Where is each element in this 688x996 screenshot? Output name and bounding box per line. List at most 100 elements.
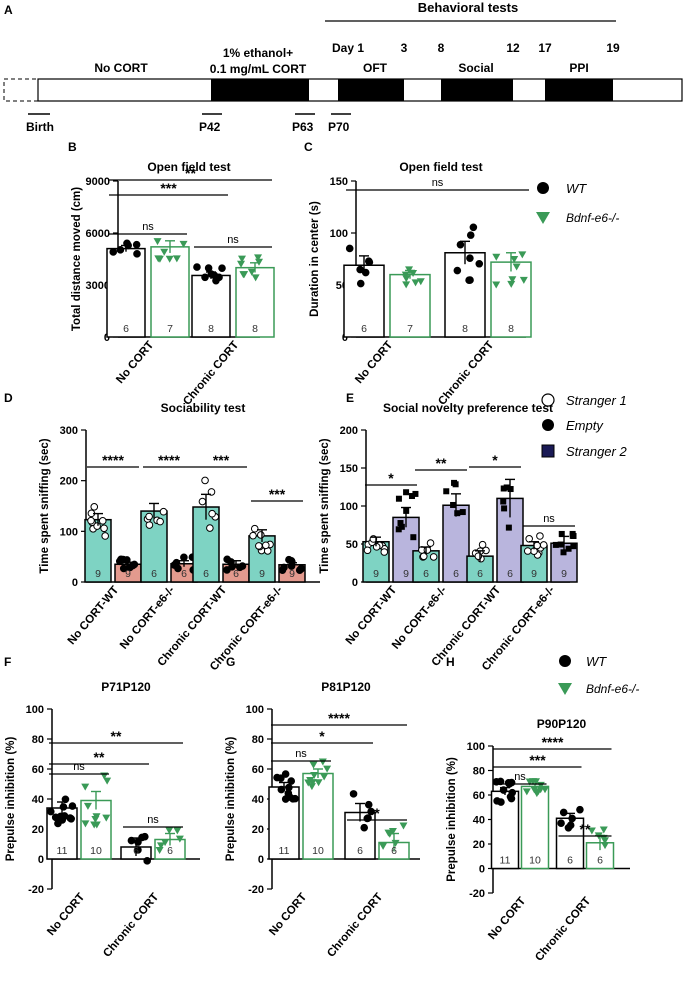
chart-e-point-2-1-2 [500,498,507,505]
chart-f-point-1-0-3 [143,857,151,865]
chart-b-n-label-1-1: 8 [252,323,258,335]
chart-b-point-0-0-3 [109,248,118,256]
chart-h-annotation-0: ns [514,771,526,783]
chart-h-annotation-3: **** [542,734,564,750]
chart-d-point-3-0-8 [262,541,270,550]
chart-f-point-1-1-5 [161,839,170,847]
chart-h-point-1-0-1 [559,808,568,817]
panel-a-timeline: A Behavioral tests Day 1 3 8 12 17 19 No… [3,0,683,134]
chart-d-y-label: Time spent sniffing (sec) [39,438,51,573]
chart-e-point-1-1-5 [454,510,461,517]
chart-f-y-tick-label-2: 20 [32,824,44,836]
chart-g-y-tick-label-0: -20 [248,884,264,896]
chart-g-point-1-0-3 [367,807,375,816]
chart-d-point-1-1-3 [180,553,188,562]
chart-g-bar-0-1 [302,772,334,860]
chart-d-point-1-0-4 [159,507,168,516]
timeline-ppi-block [545,79,613,101]
chart-f-point-0-0-10 [46,807,55,816]
legend-stranger1-marker [541,393,555,407]
chart-d-n-label-3-0: 9 [259,568,265,580]
chart-f-point-0-0-3 [59,803,68,811]
chart-e-annotation-2: * [492,452,498,468]
chart-h-annotation-1: ** [580,821,591,837]
chart-c-point-1-0-6 [453,266,462,275]
chart-g-x-tick-label-1: Chronic CORT [325,891,385,959]
day-label-17: 17 [538,41,552,55]
chart-e-point-3-1-8 [570,543,577,550]
chart-d-n-label-0-1: 9 [125,568,131,580]
chart-b-bar-0-1 [150,246,190,338]
chart-e-point-3-0-6 [536,532,544,540]
chart-f-y-tick-label-0: -20 [28,884,44,896]
chart-d-n-label-3-1: 9 [289,568,295,580]
chart-e-point-1-1-4 [451,479,458,486]
chart-f-y-tick-label-4: 60 [32,764,44,776]
chart-e-point-3-0-5 [533,541,541,550]
chart-c-point-1-0-7 [465,276,473,285]
legend-wt-marker [537,182,549,194]
chart-b-title: Open field test [147,160,230,174]
chart-b-point-0-1-1 [153,238,162,246]
chart-h-point-1-1-2 [599,826,608,834]
chart-b-n-label-0-1: 7 [167,323,173,335]
chart-e-n-label-2-0: 6 [477,568,483,580]
chart-c-point-1-0-0 [466,254,474,262]
chart-g-y-label: Prepulse inhibition (%) [225,737,237,862]
chart-e-y-tick-label-3: 150 [340,463,358,475]
chart-c-y-label: Duration in center (s) [309,201,321,317]
chart-f-n-label-1-1: 6 [167,845,173,857]
chart-e-point-0-1-6 [403,489,410,496]
chart-h-y-tick-label-0: -20 [469,888,485,900]
chart-g-point-0-1-7 [318,758,327,766]
chart-h-point-0-0-8 [506,792,515,801]
chart-b-annotation-0: ns [142,221,154,233]
chart-h-n-label-1-0: 6 [567,855,573,867]
chart-g-point-1-0-4 [360,823,369,832]
chart-e-point-0-1-3 [410,534,417,541]
chart-f-point-0-1-2 [103,777,112,785]
chart-f-point-1-1-0 [165,827,174,835]
chart-b-y-tick-label-0: 0 [104,332,110,344]
chart-c-point-1-1-3 [492,281,501,289]
chart-h-y-tick-label-6: 100 [467,741,485,753]
chart-h-y-tick-label-4: 60 [473,790,485,802]
chart-e-annotation-1: ** [436,455,447,471]
legend-ppi-ko-marker [558,683,572,695]
chart-c-title: Open field test [399,160,482,174]
chart-e-point-0-1-8 [412,490,419,497]
chart-g-point-0-0-1 [287,777,296,785]
chart-c-point-0-0-5 [356,265,364,274]
chart-e-y-label: Time spent sniffing (sec) [319,438,331,573]
chart-d-x-tick-label-1: No CORT-e6-/- [118,584,177,652]
chart-f-y-label: Prepulse inhibition (%) [5,737,17,862]
legend-ppi-wt-marker [559,655,571,667]
chart-d-point-2-1-1 [223,555,231,564]
day-label-3: 3 [401,41,408,55]
chart-d-annotation-0: **** [102,452,124,468]
chart-g-y-tick-label-4: 60 [252,764,264,776]
chart-f-y-tick-label-1: 0 [38,854,44,866]
chart-h-bar-0-1 [520,785,550,870]
chart-d-point-0-1-7 [115,557,124,566]
chart-g-point-0-0-10 [285,783,293,792]
chart-c-point-1-1-2 [519,276,528,284]
chart-b-point-0-1-2 [160,248,169,256]
chart-b-point-0-0-4 [116,246,125,254]
chart-b-point-0-0-2 [133,250,141,258]
chart-h-point-0-1-8 [522,788,531,796]
chart-g-y-tick-label-2: 20 [252,824,264,836]
panel-label-a: A [4,3,13,17]
chart-g-n-label-1-1: 6 [391,845,397,857]
chart-c-point-1-1-6 [507,280,516,288]
chart-f-x-tick-label-0: No CORT [45,891,87,938]
chart-e-point-3-1-3 [558,530,565,537]
chart-h-title: P90P120 [537,717,587,731]
phase-no-cort: No CORT [94,61,148,75]
chart-c-n-label-1-0: 8 [462,323,468,335]
chart-e-title: Social novelty preference test [383,401,553,415]
chart-d-n-label-1-0: 6 [151,568,157,580]
chart-h-y-tick-label-1: 0 [479,864,485,876]
chart-g-y-tick-label-6: 100 [246,704,264,716]
chart-b-point-0-1-0 [172,255,181,263]
